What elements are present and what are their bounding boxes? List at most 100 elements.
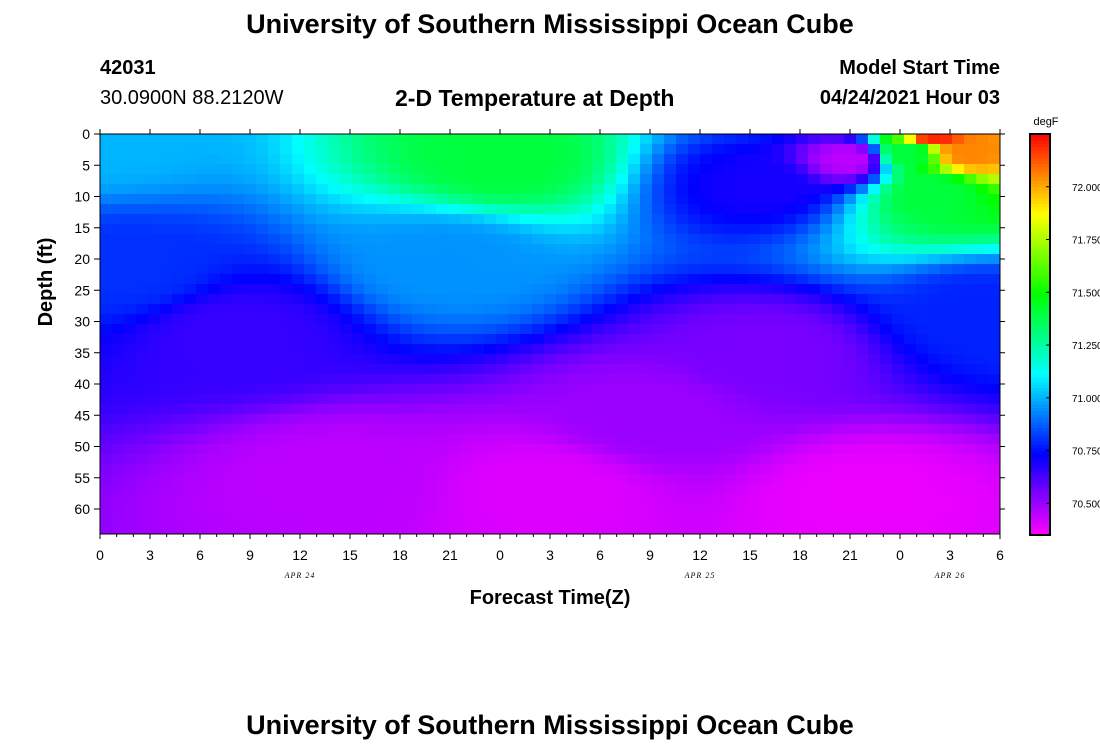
heatmap-cell <box>712 294 725 305</box>
heatmap-cell <box>184 484 197 495</box>
heatmap-cell <box>208 474 221 485</box>
heatmap-cell <box>256 354 269 365</box>
heatmap-cell <box>316 394 329 405</box>
heatmap-cell <box>136 134 149 145</box>
heatmap-cell <box>796 314 809 325</box>
heatmap-cell <box>676 394 689 405</box>
heatmap-cell <box>376 494 389 505</box>
heatmap-cell <box>784 184 797 195</box>
heatmap-cell <box>568 464 581 475</box>
heatmap-cell <box>232 404 245 415</box>
heatmap-cell <box>808 464 821 475</box>
heatmap-cell <box>460 434 473 445</box>
heatmap-cell <box>316 414 329 425</box>
heatmap-cell <box>808 494 821 505</box>
heatmap-cell <box>472 304 485 315</box>
heatmap-cell <box>880 144 893 155</box>
heatmap-cell <box>640 234 653 245</box>
heatmap-cell <box>340 144 353 155</box>
heatmap-cell <box>772 184 785 195</box>
heatmap-cell <box>304 434 317 445</box>
heatmap-cell <box>148 144 161 155</box>
heatmap-cell <box>844 344 857 355</box>
heatmap-cell <box>880 414 893 425</box>
heatmap-cell <box>604 184 617 195</box>
heatmap-cell <box>580 324 593 335</box>
heatmap-cell <box>820 244 833 255</box>
colorbar-tick-label: 71.500 <box>1072 288 1100 299</box>
heatmap-cell <box>244 524 257 534</box>
heatmap-cell <box>952 194 965 205</box>
heatmap-cell <box>916 144 929 155</box>
x-tick-label: 15 <box>342 547 358 563</box>
heatmap-cell <box>148 404 161 415</box>
colorbar-frame <box>1029 133 1051 536</box>
y-tick-label: 10 <box>74 189 90 205</box>
heatmap-cell <box>880 294 893 305</box>
heatmap-cell <box>628 274 641 285</box>
colorbar-segment <box>1030 274 1050 279</box>
heatmap-cell <box>892 254 905 265</box>
heatmap-cell <box>256 284 269 295</box>
heatmap-cell <box>832 524 845 534</box>
heatmap-cell <box>916 184 929 195</box>
heatmap-cell <box>316 174 329 185</box>
heatmap-cell <box>460 244 473 255</box>
colorbar-segment <box>1030 384 1050 389</box>
heatmap-cell <box>232 274 245 285</box>
heatmap-cell <box>928 434 941 445</box>
colorbar-segment <box>1030 314 1050 319</box>
heatmap-cell <box>832 134 845 145</box>
heatmap-cell <box>376 304 389 315</box>
heatmap-cell <box>172 404 185 415</box>
heatmap-cell <box>568 224 581 235</box>
heatmap-cell <box>628 334 641 345</box>
heatmap-cell <box>796 334 809 345</box>
heatmap-cell <box>940 234 953 245</box>
heatmap-cell <box>772 304 785 315</box>
heatmap-cell <box>484 154 497 165</box>
heatmap-cell <box>160 484 173 495</box>
heatmap-cell <box>664 344 677 355</box>
heatmap-cell <box>976 244 989 255</box>
heatmap-cell <box>952 424 965 435</box>
heatmap-cell <box>472 324 485 335</box>
heatmap-cell <box>208 264 221 275</box>
heatmap-cell <box>136 274 149 285</box>
heatmap-cell <box>832 224 845 235</box>
heatmap-cell <box>160 214 173 225</box>
heatmap-cell <box>592 214 605 225</box>
heatmap-cell <box>388 244 401 255</box>
heatmap-cell <box>400 524 413 534</box>
heatmap-cell <box>952 464 965 475</box>
heatmap-cell <box>808 294 821 305</box>
heatmap-cell <box>616 434 629 445</box>
heatmap-cell <box>460 414 473 425</box>
colorbar-segment <box>1030 147 1050 152</box>
heatmap-cell <box>784 384 797 395</box>
heatmap-cell <box>568 494 581 505</box>
heatmap-cell <box>640 404 653 415</box>
heatmap-cell <box>340 404 353 415</box>
heatmap-cell <box>544 264 557 275</box>
heatmap-cell <box>592 404 605 415</box>
heatmap-cell <box>856 284 869 295</box>
heatmap-cell <box>340 364 353 375</box>
heatmap-cell <box>532 404 545 415</box>
heatmap-cell <box>772 504 785 515</box>
heatmap-cell <box>220 284 233 295</box>
heatmap-cell <box>328 204 341 215</box>
colorbar-segment <box>1030 140 1050 145</box>
heatmap-cell <box>244 344 257 355</box>
heatmap-cell <box>532 484 545 495</box>
heatmap-cell <box>160 284 173 295</box>
heatmap-cell <box>532 514 545 525</box>
heatmap-cell <box>496 484 509 495</box>
heatmap-cell <box>760 134 773 145</box>
heatmap-cell <box>220 274 233 285</box>
heatmap-cell <box>268 314 281 325</box>
heatmap-cell <box>124 214 137 225</box>
station-coordinates: 30.0900N 88.2120W <box>100 87 284 109</box>
heatmap-cell <box>640 374 653 385</box>
heatmap-cell <box>736 204 749 215</box>
